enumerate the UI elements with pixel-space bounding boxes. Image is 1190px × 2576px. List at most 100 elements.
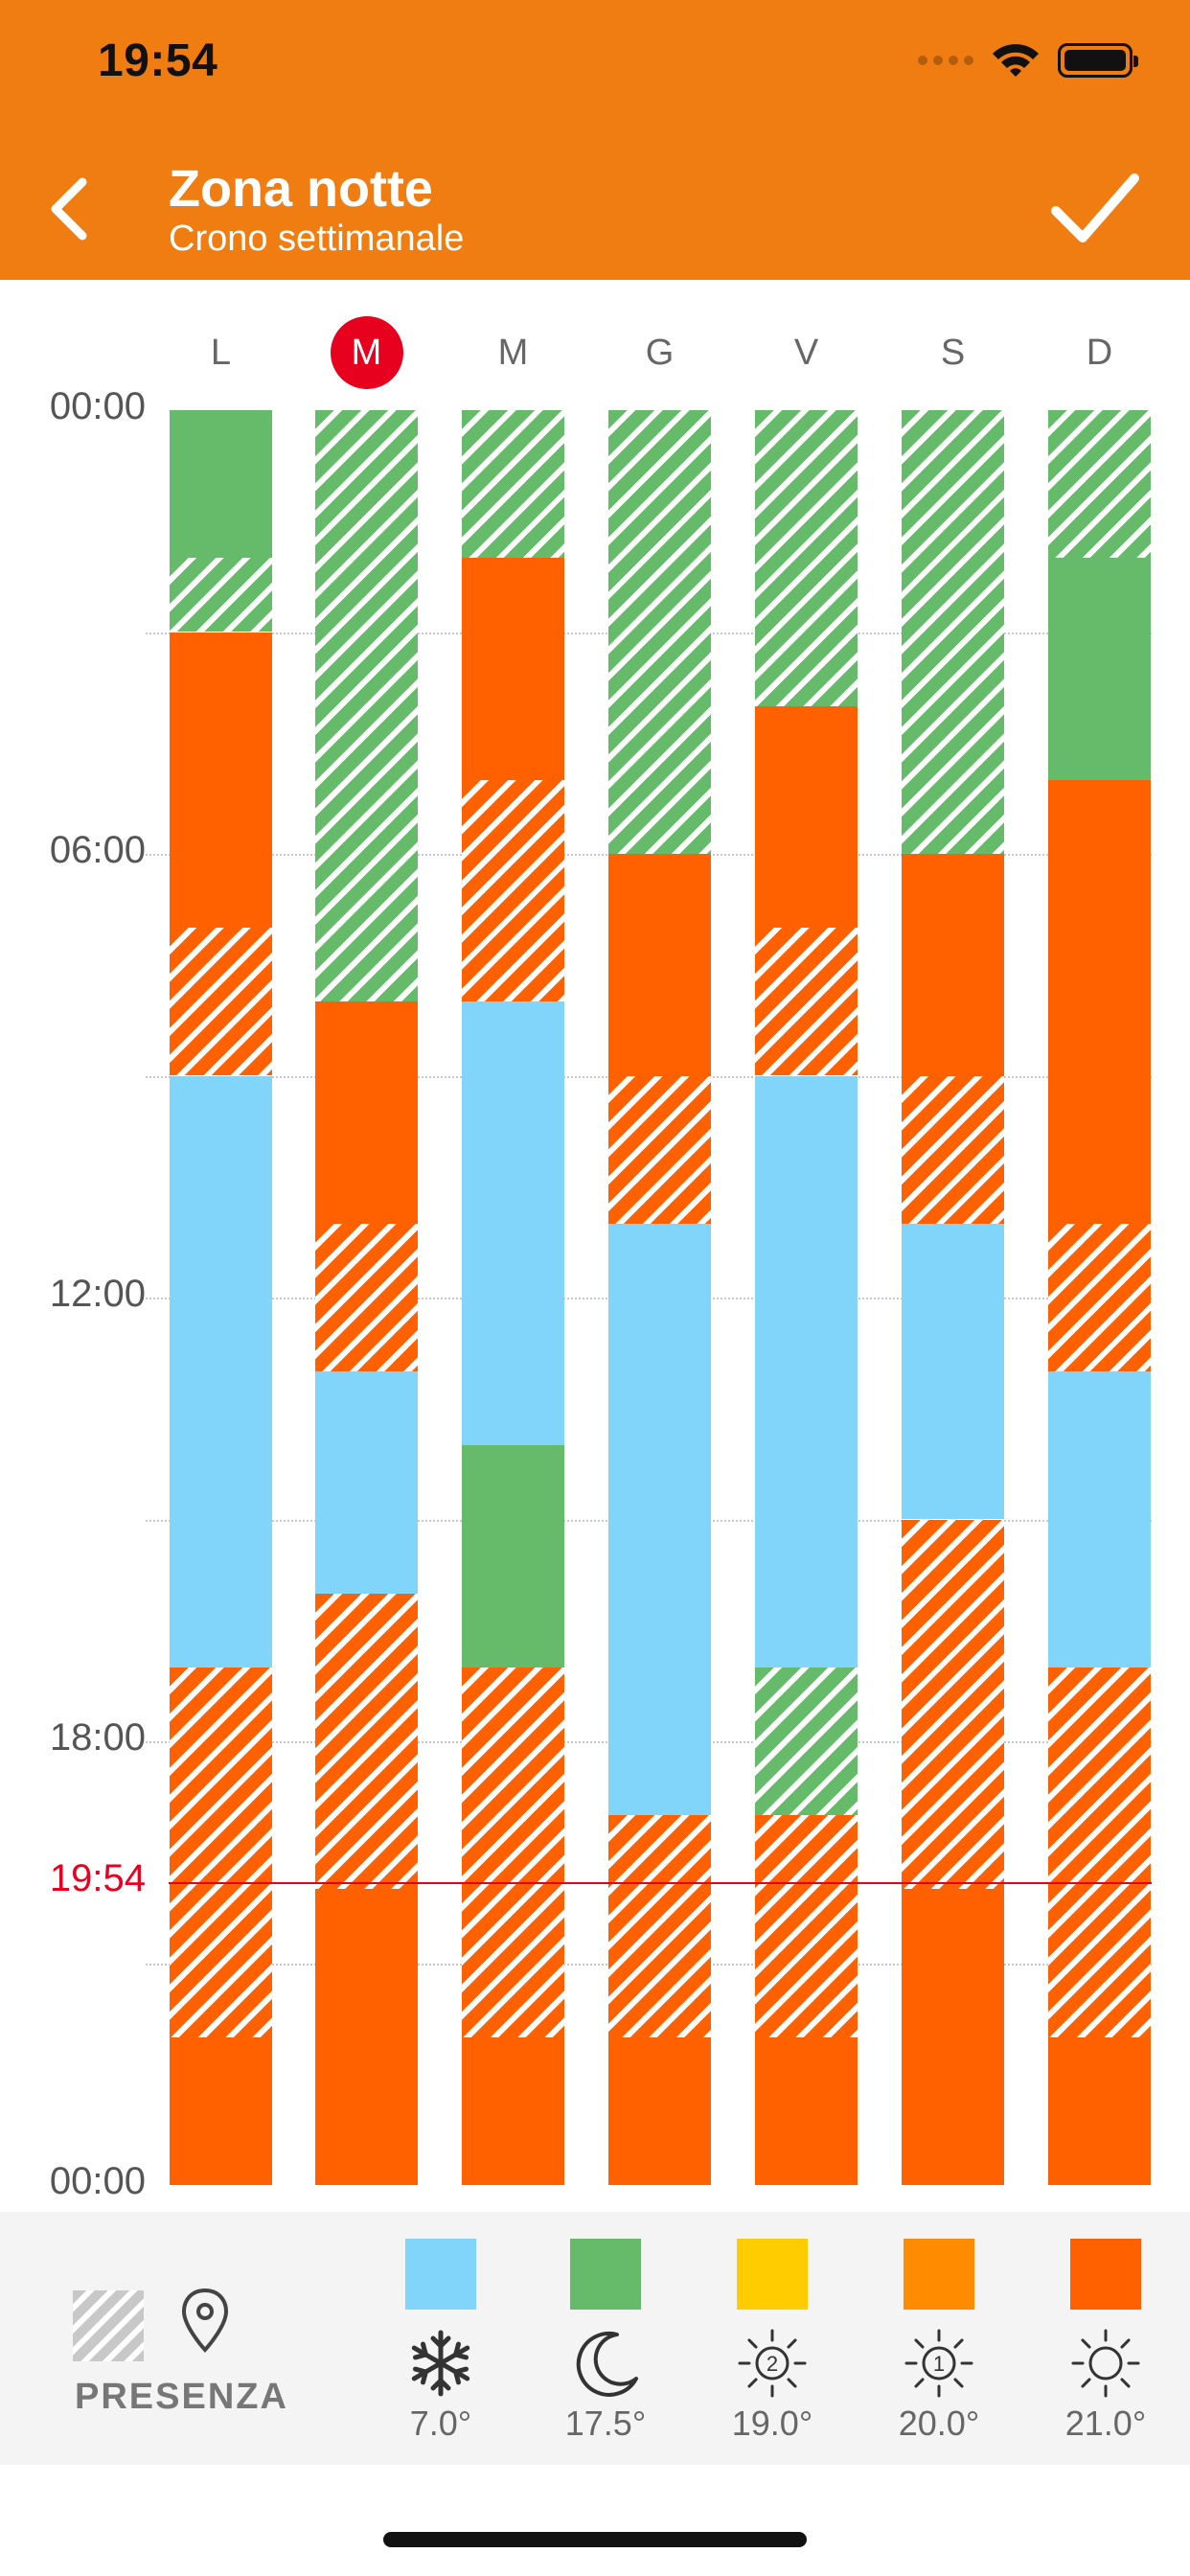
sun-1-icon: 1: [904, 2329, 973, 2398]
schedule-segment-presence[interactable]: [170, 1667, 272, 2037]
schedule-segment-presence[interactable]: [170, 558, 272, 632]
schedule-segment[interactable]: [462, 1445, 564, 1668]
time-label: 18:00: [49, 1716, 146, 1759]
schedule-segment[interactable]: [170, 1075, 272, 1668]
schedule-segment-presence[interactable]: [170, 928, 272, 1076]
schedule-segment-presence[interactable]: [755, 928, 858, 1076]
page-title: Zona notte: [169, 160, 433, 218]
sun-icon: [1071, 2329, 1140, 2398]
day-column[interactable]: [170, 410, 272, 2185]
schedule-segment-presence[interactable]: [315, 1223, 418, 1372]
wifi-icon: [993, 44, 1039, 77]
schedule-segment-presence[interactable]: [1048, 1667, 1151, 2037]
presence-pattern-icon: [73, 2290, 144, 2361]
app-header: 19:54 Zona notte Crono settimanale: [0, 0, 1190, 280]
back-button[interactable]: [46, 161, 123, 257]
day-label[interactable]: D: [1086, 333, 1113, 373]
schedule-segment[interactable]: [462, 2036, 564, 2185]
schedule-segment[interactable]: [170, 410, 272, 559]
schedule-segment-presence[interactable]: [1048, 410, 1151, 559]
schedule-segment-presence[interactable]: [902, 410, 1004, 854]
schedule-segment-presence[interactable]: [608, 1075, 711, 1224]
schedule-segment[interactable]: [170, 632, 272, 929]
time-label: 06:00: [49, 829, 146, 871]
day-column[interactable]: [608, 410, 711, 2185]
schedule-segment[interactable]: [315, 1001, 418, 1224]
day-column[interactable]: [902, 410, 1004, 2185]
day-column[interactable]: [1048, 410, 1151, 2185]
schedule-segment-presence[interactable]: [608, 410, 711, 854]
schedule-segment[interactable]: [1048, 558, 1151, 780]
schedule-segment[interactable]: [902, 1223, 1004, 1520]
day-column[interactable]: [755, 410, 858, 2185]
day-label[interactable]: V: [793, 333, 819, 373]
schedule-segment-presence[interactable]: [315, 1593, 418, 1890]
schedule-segment-presence[interactable]: [462, 410, 564, 559]
schedule-segment[interactable]: [1048, 2036, 1151, 2185]
time-label: 00:00: [49, 385, 146, 427]
snowflake-icon: [411, 2330, 470, 2397]
schedule-segment[interactable]: [608, 2036, 711, 2185]
schedule-segment-presence[interactable]: [902, 1519, 1004, 1890]
schedule-segment-presence[interactable]: [315, 410, 418, 1002]
legend-temperature: 20.0°: [898, 2404, 980, 2443]
svg-text:2: 2: [767, 2352, 778, 2376]
legend-temperature: 7.0°: [409, 2404, 472, 2443]
day-label[interactable]: S: [940, 333, 966, 373]
schedule-segment-presence[interactable]: [462, 1667, 564, 2037]
legend-temperature: 21.0°: [1064, 2404, 1147, 2443]
legend-swatch: [904, 2239, 974, 2310]
moon-icon: [576, 2331, 638, 2397]
time-label: 12:00: [49, 1273, 146, 1315]
legend-item-economy: 17.5°: [553, 2239, 658, 2444]
schedule-segment-presence[interactable]: [902, 1075, 1004, 1224]
home-indicator: [383, 2532, 807, 2547]
schedule-segment-presence[interactable]: [608, 1815, 711, 2037]
day-label[interactable]: L: [210, 333, 232, 373]
schedule-segment[interactable]: [608, 854, 711, 1076]
schedule-segment[interactable]: [1048, 1371, 1151, 1668]
schedule-segment-presence[interactable]: [462, 779, 564, 1002]
legend-item-comfort3: 21.0°: [1053, 2239, 1158, 2444]
schedule-segment-presence[interactable]: [1048, 1223, 1151, 1372]
legend-swatch: [737, 2239, 808, 2310]
schedule-segment[interactable]: [1048, 779, 1151, 1224]
battery-icon: [1058, 43, 1138, 78]
legend-swatch: [405, 2239, 476, 2310]
schedule-segment[interactable]: [315, 1371, 418, 1594]
location-pin-icon: [181, 2288, 229, 2353]
schedule-segment[interactable]: [462, 1001, 564, 1446]
current-time-line: [169, 1881, 1152, 1884]
legend-swatch: [1070, 2239, 1141, 2310]
schedule-segment[interactable]: [170, 2036, 272, 2185]
schedule-segment[interactable]: [902, 854, 1004, 1076]
schedule-segment-presence[interactable]: [755, 410, 858, 706]
legend-item-comfort2: 1 20.0°: [886, 2239, 992, 2444]
day-label[interactable]: M: [497, 333, 529, 373]
schedule-segment[interactable]: [755, 705, 858, 929]
time-label: 00:00: [49, 2160, 146, 2202]
legend-swatch: [570, 2239, 641, 2310]
status-time: 19:54: [98, 35, 218, 86]
day-label[interactable]: G: [645, 333, 675, 373]
current-time-label: 19:54: [49, 1856, 146, 1899]
status-icons: [918, 42, 1138, 79]
confirm-button[interactable]: [1046, 165, 1142, 251]
day-column[interactable]: [315, 410, 418, 2185]
schedule-segment[interactable]: [608, 1223, 711, 1816]
legend-temperature: 19.0°: [731, 2404, 813, 2443]
schedule-segment-presence[interactable]: [755, 1667, 858, 1816]
day-label-today[interactable]: M: [330, 316, 403, 389]
schedule-segment[interactable]: [755, 1075, 858, 1668]
sun-2-icon: 2: [738, 2329, 807, 2398]
checkmark-icon: [1051, 173, 1139, 242]
day-column[interactable]: [462, 410, 564, 2185]
schedule-segment[interactable]: [315, 1889, 418, 2185]
schedule-segment[interactable]: [902, 1889, 1004, 2185]
schedule-segment-presence[interactable]: [755, 1815, 858, 2037]
legend-temperature: 17.5°: [564, 2404, 647, 2443]
signal-icon: [918, 56, 973, 65]
legend-item-antifreeze: 7.0°: [388, 2239, 493, 2444]
schedule-segment[interactable]: [462, 558, 564, 780]
schedule-segment[interactable]: [755, 2036, 858, 2185]
